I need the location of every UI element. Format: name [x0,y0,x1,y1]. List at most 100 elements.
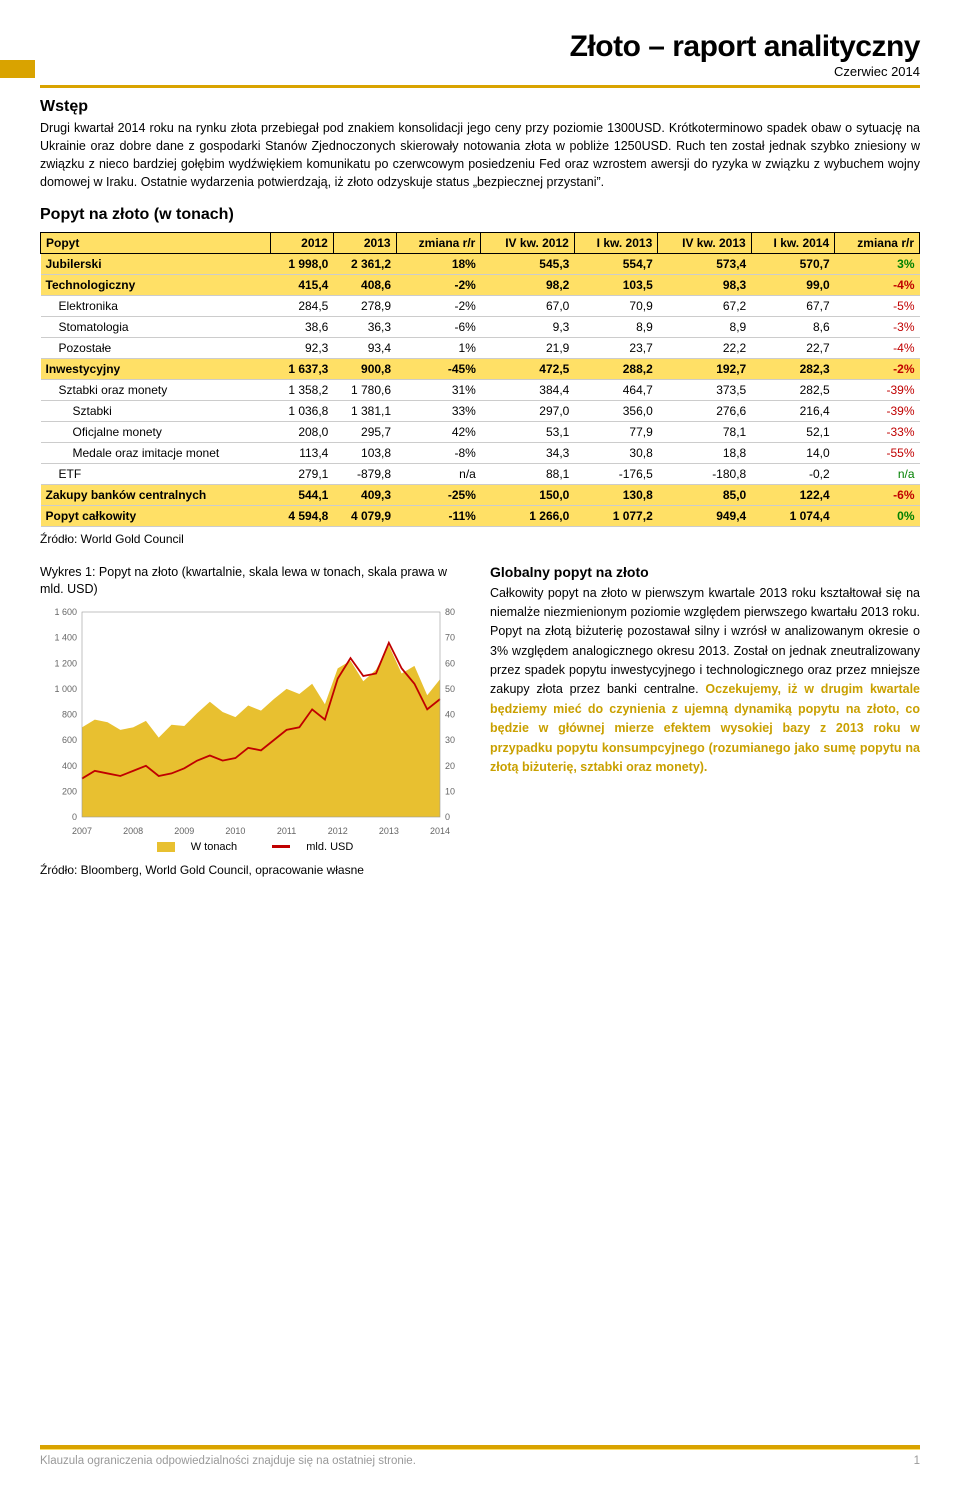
cell: 384,4 [481,379,574,400]
cell: 8,9 [574,316,657,337]
cell: 70,9 [574,295,657,316]
cell: -2% [396,274,481,295]
cell: -879,8 [333,463,396,484]
cell: 67,0 [481,295,574,316]
chart-legend: W tonach mld. USD [40,841,470,853]
cell: 22,7 [751,337,834,358]
change-cell: -39% [835,379,920,400]
cell: 1 780,6 [333,379,396,400]
report-date: Czerwiec 2014 [40,64,920,79]
svg-text:2007: 2007 [72,826,92,836]
table-row: ETF279,1-879,8n/a88,1-176,5-180,8-0,2n/a [41,463,920,484]
svg-text:2012: 2012 [328,826,348,836]
svg-text:1 200: 1 200 [54,658,77,668]
cell: n/a [396,463,481,484]
row-label: ETF [41,463,271,484]
cell: 373,5 [658,379,751,400]
accent-bar [0,60,35,78]
change-cell: 0% [835,505,920,526]
svg-text:60: 60 [445,658,455,668]
cell: 67,7 [751,295,834,316]
right-text-plain: Całkowity popyt na złoto w pierwszym kwa… [490,586,920,697]
table-row: Jubilerski1 998,02 361,218%545,3554,7573… [41,253,920,274]
cell: 1% [396,337,481,358]
cell: 464,7 [574,379,657,400]
cell: 570,7 [751,253,834,274]
cell: -180,8 [658,463,751,484]
cell: 31% [396,379,481,400]
cell: 282,3 [751,358,834,379]
table-row: Popyt całkowity4 594,84 079,9-11%1 266,0… [41,505,920,526]
intro-text: Drugi kwartał 2014 roku na rynku złota p… [40,119,920,192]
table-body: Jubilerski1 998,02 361,218%545,3554,7573… [41,253,920,526]
table-header-cell: 2012 [271,232,334,253]
cell: 408,6 [333,274,396,295]
cell: -11% [396,505,481,526]
cell: 23,7 [574,337,657,358]
row-label: Elektronika [41,295,271,316]
table-row: Sztabki oraz monety1 358,21 780,631%384,… [41,379,920,400]
svg-text:2014: 2014 [430,826,450,836]
svg-text:1 400: 1 400 [54,632,77,642]
cell: 42% [396,421,481,442]
row-label: Zakupy banków centralnych [41,484,271,505]
svg-text:50: 50 [445,683,455,693]
cell: 85,0 [658,484,751,505]
cell: 98,2 [481,274,574,295]
row-label: Technologiczny [41,274,271,295]
row-label: Pozostałe [41,337,271,358]
cell: 93,4 [333,337,396,358]
table-row: Medale oraz imitacje monet113,4103,8-8%3… [41,442,920,463]
cell: 98,3 [658,274,751,295]
cell: 297,0 [481,400,574,421]
cell: 67,2 [658,295,751,316]
cell: 216,4 [751,400,834,421]
cell: 78,1 [658,421,751,442]
cell: 1 074,4 [751,505,834,526]
cell: 2 361,2 [333,253,396,274]
table-header-cell: IV kw. 2012 [481,232,574,253]
cell: 36,3 [333,316,396,337]
cell: 573,4 [658,253,751,274]
cell: 279,1 [271,463,334,484]
svg-text:80: 80 [445,607,455,617]
footer: Klauzula ograniczenia odpowiedzialności … [0,1445,960,1467]
cell: 21,9 [481,337,574,358]
cell: 208,0 [271,421,334,442]
svg-text:200: 200 [62,786,77,796]
cell: 99,0 [751,274,834,295]
cell: 356,0 [574,400,657,421]
cell: 1 358,2 [271,379,334,400]
svg-text:70: 70 [445,632,455,642]
table-header-cell: I kw. 2014 [751,232,834,253]
cell: 9,3 [481,316,574,337]
change-cell: -55% [835,442,920,463]
cell: 276,6 [658,400,751,421]
row-label: Jubilerski [41,253,271,274]
demand-table: Popyt20122013zmiana r/rIV kw. 2012I kw. … [40,232,920,527]
table-header-row: Popyt20122013zmiana r/rIV kw. 2012I kw. … [41,232,920,253]
legend-label-2: mld. USD [306,841,353,853]
cell: -25% [396,484,481,505]
cell: -8% [396,442,481,463]
cell: 409,3 [333,484,396,505]
footer-disclaimer: Klauzula ograniczenia odpowiedzialności … [40,1455,416,1467]
svg-text:2011: 2011 [277,826,296,836]
row-label: Inwestycyjny [41,358,271,379]
svg-text:0: 0 [445,812,450,822]
cell: 1 266,0 [481,505,574,526]
cell: 415,4 [271,274,334,295]
table-header-cell: zmiana r/r [835,232,920,253]
cell: 92,3 [271,337,334,358]
cell: 544,1 [271,484,334,505]
cell: 284,5 [271,295,334,316]
cell: 1 077,2 [574,505,657,526]
change-cell: -6% [835,484,920,505]
change-cell: -2% [835,358,920,379]
svg-text:40: 40 [445,709,455,719]
cell: 1 381,1 [333,400,396,421]
cell: 77,9 [574,421,657,442]
cell: 22,2 [658,337,751,358]
legend-label-1: W tonach [191,841,237,853]
cell: 8,9 [658,316,751,337]
